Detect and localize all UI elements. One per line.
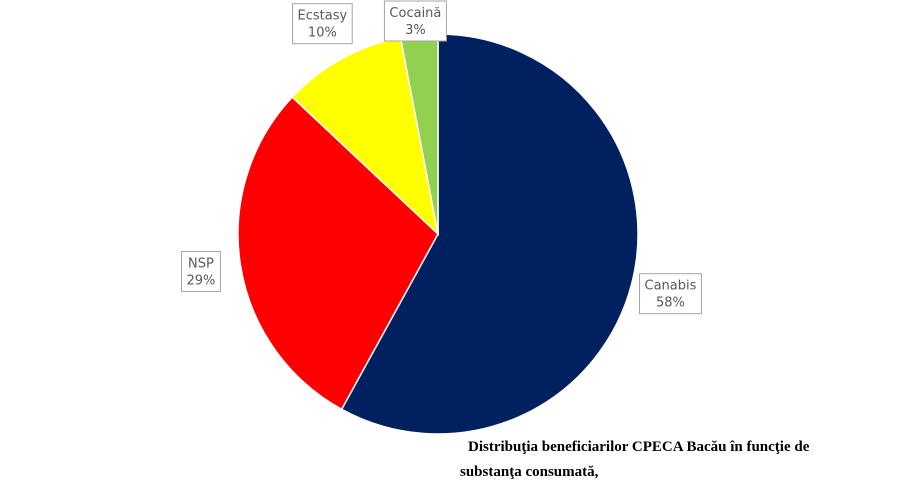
label-name: NSP xyxy=(188,257,214,272)
pie-slice xyxy=(340,33,639,435)
label-value: 58% xyxy=(656,296,685,311)
label-name: Cocaină xyxy=(389,6,441,21)
label-box xyxy=(181,251,221,293)
label-box xyxy=(383,0,447,42)
caption-line: Distribuţia beneficiarilor CPECA Bacău î… xyxy=(468,439,810,455)
data-label: Ecstasy 10% xyxy=(292,3,353,45)
label-value: 10% xyxy=(308,26,337,41)
caption-line: substanţa consumată, xyxy=(460,464,599,480)
label-name: Canabis xyxy=(645,279,697,294)
label-name: Ecstasy xyxy=(298,9,348,24)
data-label: Cocaină 3% xyxy=(383,0,447,42)
pie-slice xyxy=(237,96,439,411)
label-box xyxy=(639,273,702,315)
label-box xyxy=(292,3,353,45)
label-value: 29% xyxy=(187,274,216,289)
label-value: 3% xyxy=(405,23,426,38)
data-label: Canabis 58% xyxy=(639,273,702,315)
data-label: NSP 29% xyxy=(181,251,221,293)
